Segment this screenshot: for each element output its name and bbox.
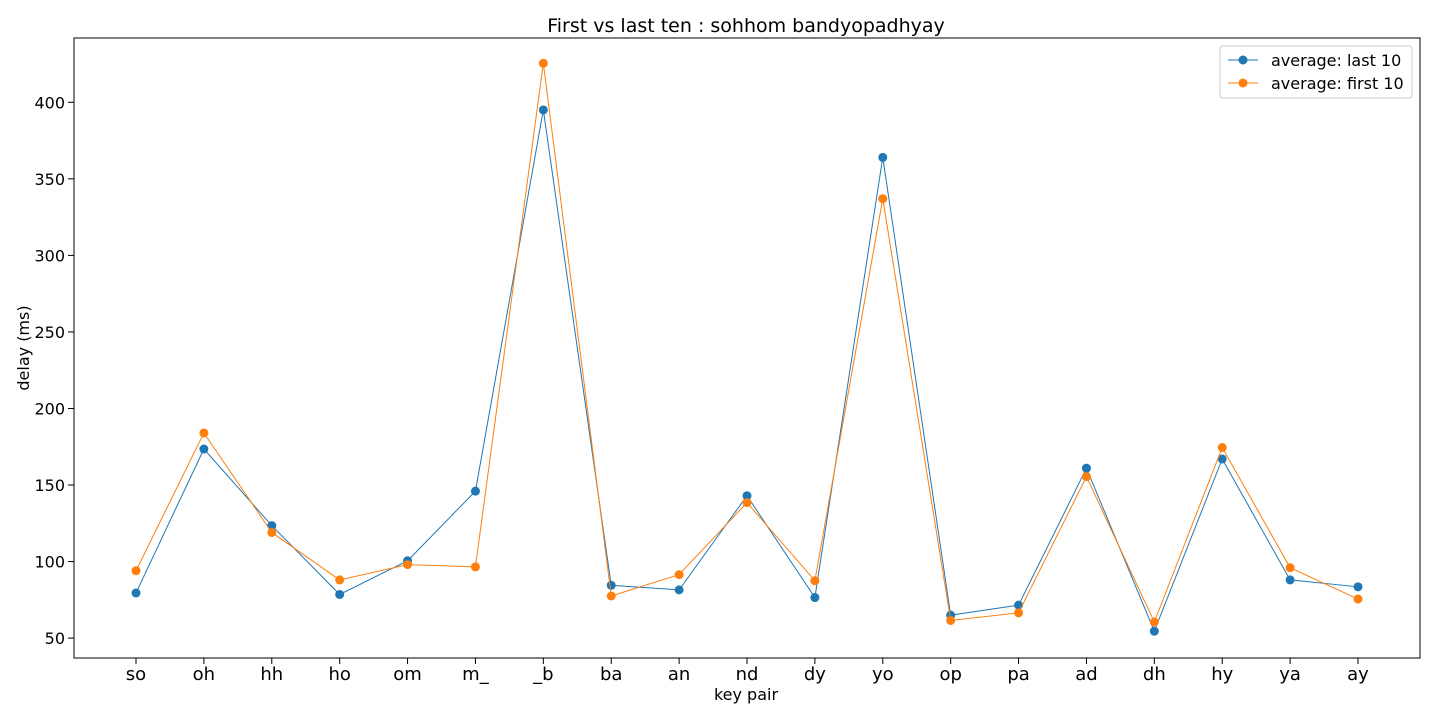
legend-label: average: first 10 bbox=[1271, 74, 1404, 93]
data-point bbox=[810, 593, 820, 603]
data-point bbox=[1217, 454, 1227, 464]
data-point bbox=[742, 491, 752, 501]
data-point bbox=[538, 58, 548, 68]
data-point bbox=[267, 527, 277, 537]
y-tick-label: 350 bbox=[34, 170, 65, 189]
x-tick-label: nd bbox=[736, 664, 759, 685]
y-axis: 50 100 150 200 250 300 350 400 bbox=[34, 93, 74, 648]
data-point bbox=[199, 428, 209, 438]
data-point bbox=[1149, 617, 1159, 627]
data-point bbox=[1081, 472, 1091, 482]
x-tick-label: _b bbox=[532, 664, 553, 685]
data-point bbox=[131, 588, 141, 598]
y-tick-label: 250 bbox=[34, 323, 65, 342]
x-tick-label: an bbox=[668, 664, 690, 685]
x-tick-label: ya bbox=[1279, 664, 1301, 685]
x-tick-label: dh bbox=[1143, 664, 1166, 685]
data-point bbox=[674, 570, 684, 580]
data-point bbox=[606, 591, 616, 601]
y-axis-label: delay (ms) bbox=[14, 305, 33, 390]
x-tick-label: op bbox=[939, 664, 961, 685]
x-axis-label: key pair bbox=[714, 685, 779, 704]
plot-area bbox=[73, 37, 1421, 659]
x-tick-label: hy bbox=[1211, 664, 1233, 685]
data-point bbox=[810, 576, 820, 586]
data-point bbox=[946, 615, 956, 625]
y-tick-label: 150 bbox=[34, 476, 65, 495]
x-tick-label: pa bbox=[1007, 664, 1029, 685]
data-point bbox=[335, 575, 345, 585]
data-point bbox=[1285, 563, 1295, 573]
data-point bbox=[267, 521, 277, 531]
data-point bbox=[1081, 463, 1091, 473]
data-point bbox=[1353, 594, 1363, 604]
y-tick-label: 50 bbox=[45, 629, 65, 648]
x-tick-label: ho bbox=[328, 664, 350, 685]
data-point bbox=[878, 194, 888, 204]
x-tick-label: ad bbox=[1075, 664, 1097, 685]
series-first-10 bbox=[131, 58, 1363, 627]
data-point bbox=[1285, 575, 1295, 585]
y-tick-label: 200 bbox=[34, 399, 65, 418]
x-tick-label: ay bbox=[1347, 664, 1369, 685]
series-layer bbox=[131, 58, 1363, 636]
x-tick-label: ba bbox=[600, 664, 622, 685]
x-tick-label: oh bbox=[193, 664, 215, 685]
series-last-10 bbox=[131, 105, 1363, 636]
legend-marker bbox=[1238, 78, 1248, 88]
x-tick-label: hh bbox=[260, 664, 283, 685]
x-tick-label: m_ bbox=[462, 664, 490, 685]
x-tick-label: om bbox=[393, 664, 422, 685]
y-tick-label: 100 bbox=[34, 553, 65, 572]
data-point bbox=[335, 589, 345, 599]
legend-box bbox=[1219, 45, 1413, 99]
data-point bbox=[403, 560, 413, 570]
data-point bbox=[199, 444, 209, 454]
x-tick-label: yo bbox=[872, 664, 894, 685]
data-point bbox=[1149, 626, 1159, 636]
y-tick-label: 400 bbox=[34, 93, 65, 112]
data-point bbox=[1217, 443, 1227, 453]
data-point bbox=[742, 498, 752, 508]
y-tick-label: 300 bbox=[34, 246, 65, 265]
chart-title: First vs last ten : sohhom bandyopadhyay bbox=[547, 15, 945, 37]
data-point bbox=[538, 105, 548, 115]
data-point bbox=[878, 152, 888, 162]
x-axis: so oh hh ho om m_ _b ba an nd dy yo op pa ad dh hy ya ay bbox=[126, 658, 1369, 685]
data-point bbox=[674, 585, 684, 595]
legend-marker bbox=[1238, 55, 1248, 65]
data-point bbox=[470, 486, 480, 496]
legend-label: average: last 10 bbox=[1271, 51, 1401, 70]
data-point bbox=[1014, 600, 1024, 610]
data-point bbox=[1014, 608, 1024, 618]
x-tick-label: so bbox=[126, 664, 146, 685]
data-point bbox=[470, 562, 480, 572]
data-point bbox=[131, 566, 141, 576]
legend: average: last 10 average: first 10 bbox=[1219, 45, 1413, 99]
data-point bbox=[1353, 582, 1363, 592]
data-point bbox=[606, 580, 616, 590]
x-tick-label: dy bbox=[804, 664, 826, 685]
